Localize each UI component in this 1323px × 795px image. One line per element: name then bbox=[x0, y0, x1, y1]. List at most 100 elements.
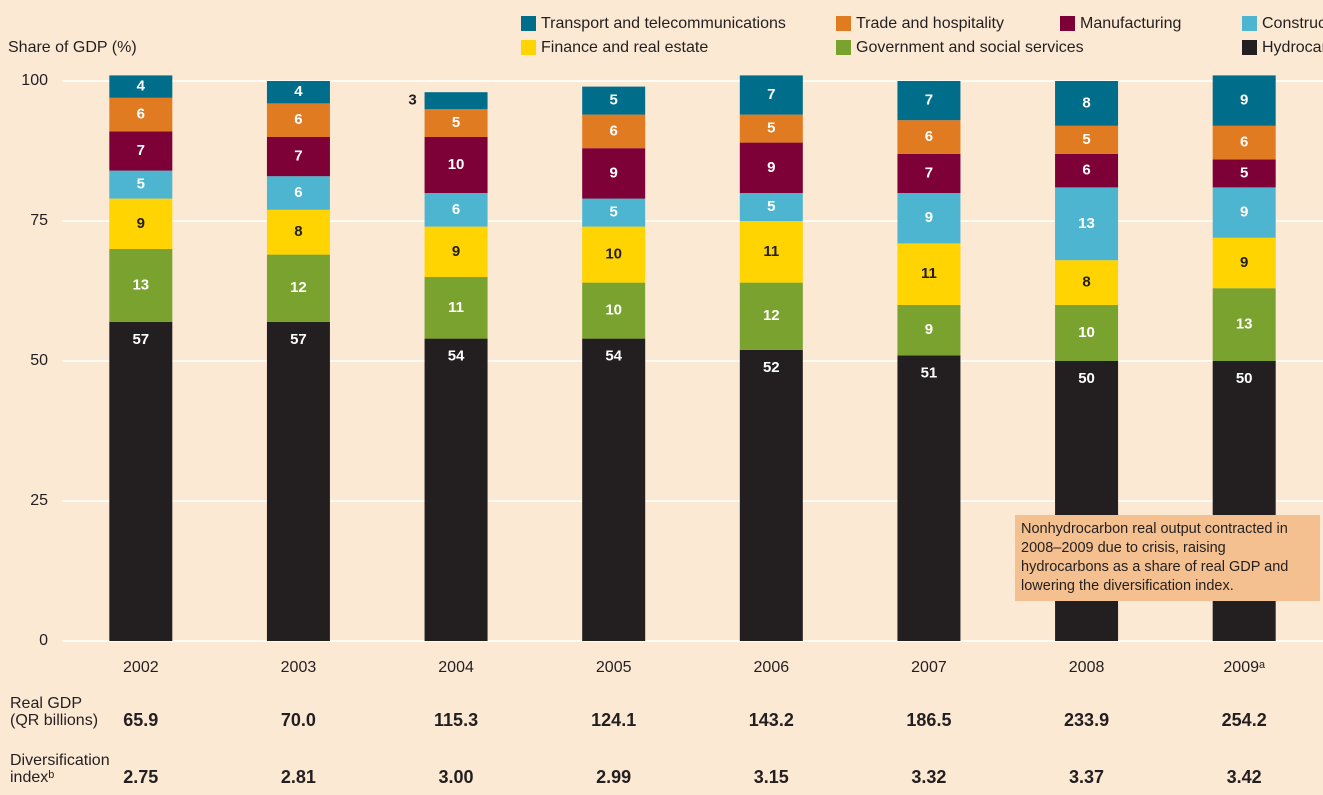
value-label: 50 bbox=[1236, 370, 1253, 387]
bar-segment bbox=[1212, 288, 1276, 361]
bar-segment bbox=[739, 282, 803, 350]
bar-segment bbox=[897, 243, 961, 305]
bar-segment bbox=[897, 120, 961, 154]
x-tick-label: 2004 bbox=[438, 659, 474, 676]
bar-segment bbox=[424, 226, 488, 277]
bar-segment bbox=[1055, 153, 1119, 188]
bar-segment bbox=[897, 355, 961, 641]
bar-segment bbox=[897, 153, 961, 193]
value-label: 5 bbox=[767, 120, 775, 137]
bar-segment bbox=[739, 142, 803, 193]
value-label: 7 bbox=[925, 164, 933, 181]
bar-segment bbox=[897, 193, 961, 244]
table-value: 70.0 bbox=[281, 710, 316, 730]
table-value: 3.32 bbox=[911, 767, 946, 787]
row-label: indexᵇ bbox=[10, 769, 54, 786]
table-value: 124.1 bbox=[591, 710, 636, 730]
legend-label: Hydrocarbons bbox=[1262, 39, 1323, 56]
bar-segment bbox=[109, 170, 173, 199]
value-label: 3 bbox=[408, 92, 416, 109]
bar-segment bbox=[1055, 260, 1119, 305]
bar-segment bbox=[109, 198, 173, 249]
bar-segment bbox=[266, 176, 330, 210]
value-label: 6 bbox=[452, 201, 460, 218]
value-label: 12 bbox=[290, 279, 307, 296]
y-tick-label: 0 bbox=[39, 632, 48, 649]
bar-segment bbox=[1212, 237, 1276, 289]
bar-segment bbox=[109, 75, 173, 98]
table-value: 3.37 bbox=[1069, 767, 1104, 787]
table-value: 143.2 bbox=[749, 710, 794, 730]
value-label: 5 bbox=[610, 92, 618, 109]
bar-segment bbox=[424, 137, 488, 193]
value-label: 5 bbox=[452, 114, 460, 131]
legend-label: Government and social services bbox=[856, 39, 1084, 56]
bar-segment bbox=[897, 81, 961, 121]
legend-swatch bbox=[1242, 40, 1257, 55]
value-label: 9 bbox=[137, 215, 145, 232]
bar-segment bbox=[1055, 187, 1119, 261]
value-label: 13 bbox=[1236, 316, 1253, 333]
y-tick-label: 100 bbox=[21, 72, 48, 89]
value-label: 11 bbox=[921, 265, 937, 282]
value-label: 9 bbox=[452, 243, 460, 260]
bar-segment bbox=[424, 277, 488, 339]
bar-segment bbox=[582, 282, 646, 339]
value-label: 9 bbox=[925, 321, 933, 338]
x-tick-label: 2003 bbox=[281, 659, 317, 676]
value-label: 10 bbox=[1078, 324, 1095, 341]
y-axis-label: Share of GDP (%) bbox=[8, 39, 137, 56]
value-label: 6 bbox=[1082, 162, 1090, 179]
bar-segment bbox=[266, 137, 330, 177]
value-label: 6 bbox=[294, 111, 302, 128]
value-label: 5 bbox=[1082, 131, 1090, 148]
bar-segment bbox=[1055, 125, 1119, 154]
y-tick-label: 25 bbox=[30, 492, 48, 509]
value-label: 52 bbox=[763, 359, 780, 376]
bar-segment bbox=[424, 338, 488, 641]
value-label: 54 bbox=[448, 348, 465, 365]
value-label: 10 bbox=[448, 156, 465, 173]
value-label: 7 bbox=[294, 148, 302, 165]
bar-segment bbox=[109, 97, 173, 132]
y-tick-label: 75 bbox=[30, 212, 48, 229]
value-label: 5 bbox=[767, 198, 775, 215]
value-label: 5 bbox=[137, 176, 145, 193]
x-tick-label: 2006 bbox=[754, 659, 790, 676]
table-value: 3.00 bbox=[439, 767, 474, 787]
legend-label: Construction bbox=[1262, 15, 1323, 32]
y-tick-label: 50 bbox=[30, 352, 48, 369]
row-label: Real GDP bbox=[10, 695, 82, 712]
value-label: 12 bbox=[763, 307, 780, 324]
value-label: 13 bbox=[132, 276, 149, 293]
value-label: 4 bbox=[294, 83, 303, 100]
value-label: 8 bbox=[1082, 274, 1090, 291]
value-label: 6 bbox=[610, 122, 618, 139]
value-label: 9 bbox=[1240, 204, 1248, 221]
value-label: 4 bbox=[137, 78, 146, 95]
x-tick-label: 2002 bbox=[123, 659, 159, 676]
legend-swatch bbox=[836, 16, 851, 31]
table-value: 65.9 bbox=[123, 710, 158, 730]
legend-label: Transport and telecommunications bbox=[541, 15, 786, 32]
bar-segment bbox=[739, 193, 803, 221]
value-label: 8 bbox=[294, 223, 302, 240]
legend-label: Finance and real estate bbox=[541, 39, 708, 56]
value-label: 6 bbox=[137, 106, 145, 123]
value-label: 51 bbox=[921, 364, 938, 381]
row-label: (QR billions) bbox=[10, 712, 98, 729]
bar-segment bbox=[1055, 305, 1119, 361]
legend-swatch bbox=[1060, 16, 1075, 31]
bar-segment bbox=[109, 249, 173, 322]
annotation: Nonhydrocarbon real output contracted in… bbox=[1015, 515, 1320, 601]
x-tick-label: 2005 bbox=[596, 659, 632, 676]
value-label: 6 bbox=[925, 128, 933, 145]
bar-segment bbox=[424, 193, 488, 227]
x-tick-label: 2007 bbox=[911, 659, 947, 676]
value-label: 7 bbox=[767, 86, 775, 103]
value-label: 8 bbox=[1082, 94, 1090, 111]
value-label: 50 bbox=[1078, 370, 1095, 387]
bar-segment bbox=[266, 81, 330, 104]
table-value: 3.42 bbox=[1227, 767, 1262, 787]
value-label: 7 bbox=[925, 92, 933, 109]
